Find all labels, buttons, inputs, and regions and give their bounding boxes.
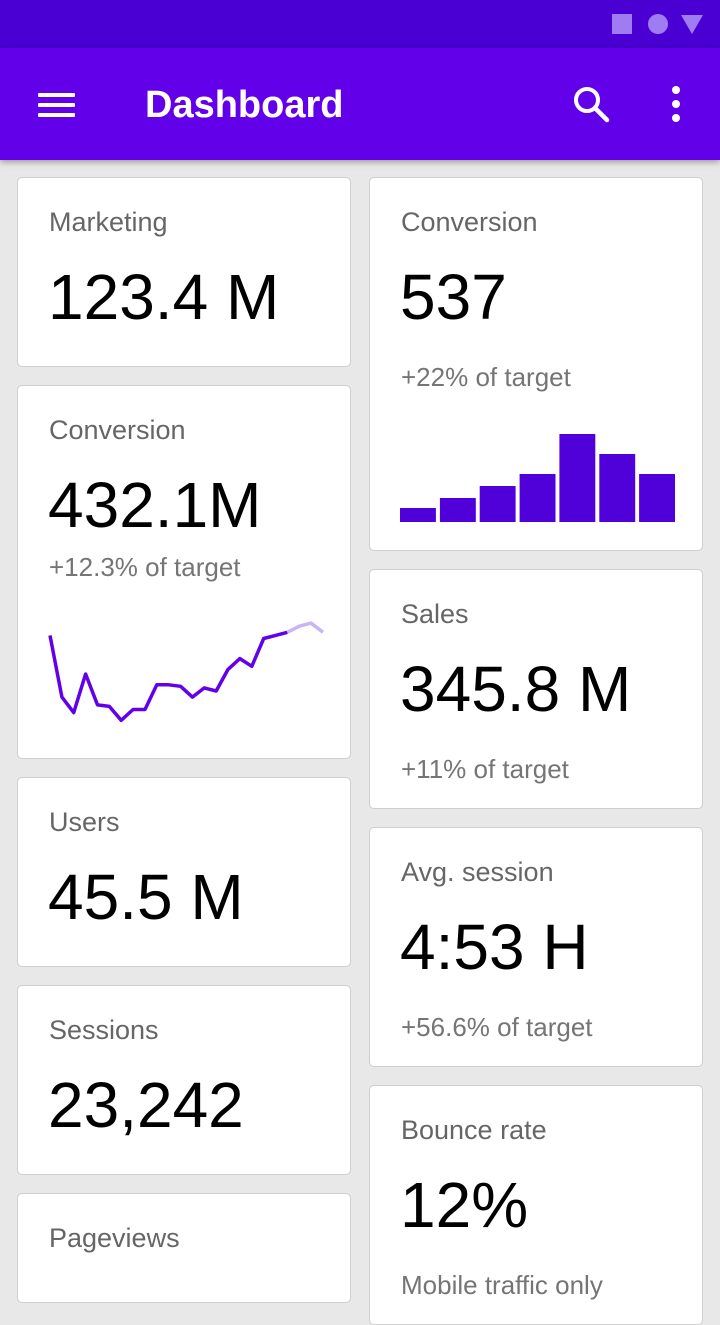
card-subtext: +11% of target	[401, 754, 569, 784]
card-marketing[interactable]: Marketing 123.4 M	[17, 177, 351, 367]
card-pageviews[interactable]: Pageviews	[17, 1193, 351, 1303]
card-avg-session[interactable]: Avg. session 4:53 H +56.6% of target	[369, 827, 703, 1067]
sparkline-series	[48, 630, 288, 723]
bar	[559, 434, 596, 522]
bar	[639, 474, 675, 522]
card-sessions[interactable]: Sessions 23,242	[17, 985, 351, 1175]
card-subtext: +12.3% of target	[49, 552, 241, 582]
card-users[interactable]: Users 45.5 M	[17, 777, 351, 967]
card-label: Bounce rate	[401, 1115, 547, 1145]
card-value: 123.4 M	[48, 261, 280, 333]
bar-chart	[400, 434, 675, 522]
card-label: Sessions	[49, 1015, 159, 1045]
card-sales[interactable]: Sales 345.8 M +11% of target	[369, 569, 703, 809]
search-icon[interactable]	[571, 84, 611, 124]
app-bar: Dashboard	[0, 48, 720, 160]
card-value: 23,242	[48, 1069, 244, 1141]
card-value: 432.1M	[48, 469, 262, 541]
card-value: 537	[400, 261, 507, 333]
card-subtext: +56.6% of target	[401, 1012, 593, 1042]
bar	[599, 454, 636, 522]
card-value: 4:53 H	[400, 911, 589, 983]
bar	[439, 498, 476, 522]
card-label: Users	[49, 807, 120, 837]
card-label: Avg. session	[401, 857, 554, 887]
status-triangle-icon	[681, 15, 703, 34]
menu-icon[interactable]	[38, 93, 75, 117]
bar	[400, 508, 436, 522]
card-label: Conversion	[49, 415, 186, 445]
status-square-icon	[612, 14, 632, 34]
card-label: Sales	[401, 599, 469, 629]
card-bounce-rate[interactable]: Bounce rate 12% Mobile traffic only	[369, 1085, 703, 1325]
card-subtext: +22% of target	[401, 362, 571, 392]
status-bar	[0, 0, 720, 48]
card-conversion-trend[interactable]: Conversion 432.1M +12.3% of target	[17, 385, 351, 759]
page-title: Dashboard	[145, 84, 344, 126]
card-value: 12%	[400, 1169, 529, 1241]
card-label: Pageviews	[49, 1223, 180, 1253]
status-circle-icon	[648, 14, 668, 34]
card-label: Conversion	[401, 207, 538, 237]
card-conversion-bars[interactable]: Conversion 537 +22% of target	[369, 177, 703, 551]
more-vert-icon[interactable]	[662, 84, 690, 124]
sparkline-projection	[286, 621, 325, 634]
bar	[519, 474, 556, 522]
card-label: Marketing	[49, 207, 168, 237]
card-value: 45.5 M	[48, 861, 244, 933]
sparkline-chart	[48, 621, 325, 723]
bar	[479, 486, 516, 522]
card-subtext: Mobile traffic only	[401, 1270, 603, 1300]
card-value: 345.8 M	[400, 653, 632, 725]
